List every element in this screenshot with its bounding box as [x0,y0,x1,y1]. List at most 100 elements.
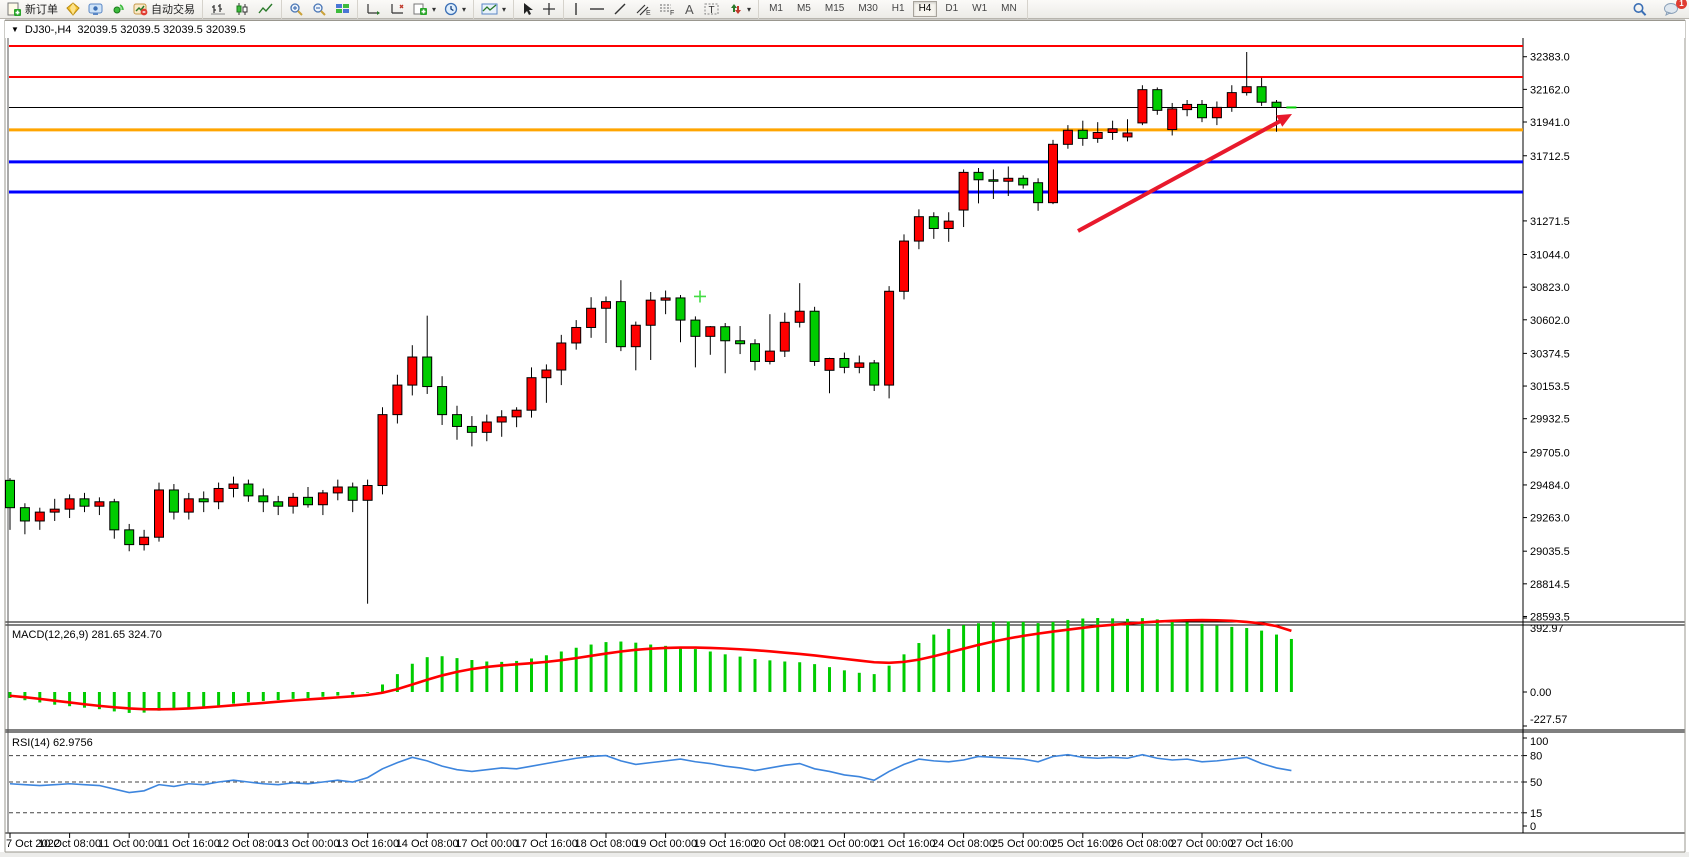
label-button[interactable]: T [700,1,724,18]
crosshair-button[interactable] [538,1,560,18]
macd-axis-label: -227.57 [1530,714,1567,726]
cursor-icon [524,3,534,15]
channel-button[interactable]: E [631,1,655,18]
time-axis-label: 12 Oct 08:00 [217,838,280,850]
new-order-button[interactable]: 新订单 [3,1,62,18]
timeframe-button-m1[interactable]: M1 [769,3,783,14]
timeframe-button-h1[interactable]: H1 [891,3,905,14]
time-axis-label: 13 Oct 00:00 [277,838,340,850]
bar-chart-button[interactable] [206,1,230,18]
time-axis-label: 19 Oct 16:00 [694,838,757,850]
plus-marker-icon[interactable] [694,290,706,303]
auto-trading-button[interactable]: 自动交易 [129,1,199,18]
hline-button[interactable] [585,1,609,18]
time-axis-label: 7 Oct 2022 [6,838,60,850]
candle-chart-button[interactable] [230,1,254,18]
indicator-window-button[interactable] [361,1,385,18]
candle-12 [183,492,194,520]
tile-windows-button[interactable] [331,1,354,18]
channel-icon: E [636,4,651,16]
candle-23 [347,482,358,513]
candle-83 [1241,51,1252,96]
candle-20 [303,487,313,508]
rsi-line [9,753,1292,794]
candle-6 [94,497,105,516]
timeframe-button-m15[interactable]: M15 [824,3,845,14]
search-button[interactable] [1628,1,1651,18]
macd-signal-line [9,618,1292,711]
timeframe-button-m30[interactable]: M30 [858,3,878,14]
arrows-button[interactable]: ▾ [724,1,755,18]
candle-30 [452,405,462,440]
time-axis-label: 24 Oct 08:00 [932,838,995,850]
trendline-button[interactable] [609,1,631,18]
terminal-button[interactable] [84,1,107,18]
indicator-list-button[interactable] [385,1,409,18]
time-axis-label: 21 Oct 16:00 [873,838,936,850]
candle-14 [213,482,224,510]
time-axis-label: 11 Oct 16:00 [158,838,220,850]
trend-arrow[interactable] [1077,114,1292,233]
template-button[interactable]: ▾ [477,1,510,18]
period-clock-button[interactable]: ▾ [440,1,470,18]
toolbar-group-template: ▾ [474,0,515,19]
candle-2 [34,507,45,530]
text-button[interactable]: A [679,1,700,18]
time-axis-label: 14 Oct 08:00 [396,838,459,850]
toolbar-group-zoom [282,0,358,19]
chart-ohlc-quotes: 32039.5 32039.5 32039.5 32039.5 [77,23,246,36]
candle-chart-icon [236,3,248,15]
candle-29 [437,376,448,425]
time-axis-label: 27 Oct 16:00 [1230,838,1293,850]
candle-51 [764,314,775,365]
candle-68 [1018,175,1029,189]
candle-16 [243,479,254,502]
toolbar-group-cursor [514,0,565,19]
svg-text:T: T [709,5,715,16]
candle-41 [615,280,626,352]
notifications-button[interactable]: 1 [1659,0,1687,18]
vline-button[interactable] [567,1,585,18]
timeframe-button-w1[interactable]: W1 [972,3,988,14]
svg-text:E: E [646,10,651,16]
candle-64 [958,169,969,228]
time-axis-label: 25 Oct 00:00 [992,838,1055,850]
macd-axis-label: 392.97 [1530,623,1564,635]
line-chart-icon [258,3,273,14]
price-tick-label: 30602.0 [1530,315,1570,327]
timeframe-button-h4[interactable]: H4 [912,1,938,17]
timeframe-button-d1[interactable]: D1 [945,3,959,14]
chart-window-title-bar[interactable]: ▼ DJ30-,H4 32039.5 32039.5 32039.5 32039… [5,20,1685,38]
timeframe-button-mn[interactable]: MN [1001,3,1017,14]
mql-crystal-button[interactable] [62,1,84,18]
candle-37 [556,334,567,386]
add-indicator-button[interactable]: ▾ [409,1,440,18]
candle-58 [869,359,880,391]
price-tick-label: 28814.5 [1530,579,1570,591]
plus-marker [694,290,706,303]
rsi-axis-label: 0 [1530,821,1536,833]
candle-57 [854,355,865,374]
candle-10 [154,482,164,542]
timeframe-button-m5[interactable]: M5 [796,3,811,14]
zoom-in-button[interactable] [285,1,308,18]
hline-icon [590,8,605,10]
price-tick-label: 29705.0 [1530,447,1570,459]
candle-13 [198,491,209,513]
signal-button[interactable] [107,1,129,18]
cursor-button[interactable] [517,1,538,18]
zoom-out-button[interactable] [308,1,331,18]
candle-81 [1211,101,1222,126]
candle-21 [317,489,328,516]
time-axis-label: 21 Oct 00:00 [813,838,876,850]
trendline-icon [614,3,626,15]
toolbar-group-trade: 新订单 自动交易 [0,0,203,19]
time-axis-label: 19 Oct 00:00 [634,838,697,850]
candle-67 [1003,166,1014,197]
toolbar-group-chart-type [203,0,282,19]
fibonacci-button[interactable]: F [655,1,679,18]
line-chart-button[interactable] [254,1,278,18]
candle-34 [511,407,522,428]
